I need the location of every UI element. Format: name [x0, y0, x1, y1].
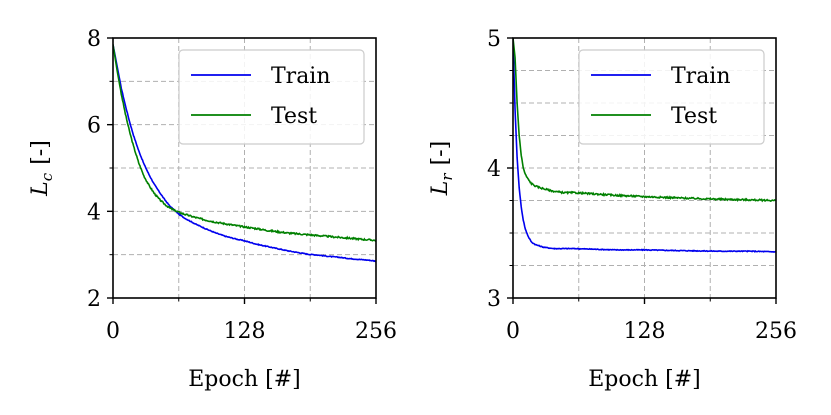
panel1-x-axis-label: Epoch [#] [188, 367, 300, 392]
panel1-legend-test-label: Test [271, 104, 317, 129]
panel1-series-test-line [113, 44, 376, 242]
panel1-y-axis-label-unit: [-] [28, 140, 53, 165]
panel2-legend-train-label: Train [671, 64, 731, 89]
panel1-y-tick-label: 6 [87, 114, 101, 139]
panel2-x-tick-label: 128 [624, 319, 666, 344]
panel1-y-axis-label-sub: c [38, 172, 56, 181]
panel1-x-tick-label: 256 [355, 319, 397, 344]
chart-panel-2: 0 128 256 3 4 5 Epoch [#] Lr [-] Train Test [428, 27, 797, 392]
panel1-y-tick-label: 4 [87, 200, 101, 225]
panel2-y-tick-label: 4 [487, 157, 501, 182]
panel1-y-axis-label: Lc [-] [28, 140, 56, 197]
panel2-series-test-line [513, 38, 776, 203]
panel1-legend-box [178, 49, 365, 145]
panel1-y-tick-label: 8 [87, 27, 101, 52]
panel2-series-train-line [513, 38, 776, 254]
panel1-y-tick-label: 2 [87, 287, 101, 312]
panel2-y-axis-label-sub: r [438, 173, 456, 181]
panel2-legend-test-label: Test [671, 104, 717, 129]
panel2-legend-box [578, 49, 765, 145]
panel2-x-axis-label: Epoch [#] [588, 367, 700, 392]
panel1-legend: Train Test [178, 49, 365, 145]
panel2-y-axis-label: Lr [-] [428, 141, 456, 196]
panel2-x-tick-label: 256 [755, 319, 797, 344]
panel2-y-tick-label: 5 [487, 27, 501, 52]
panel1-x-tick-label: 0 [106, 319, 120, 344]
panel1-y-axis-label-main: L [28, 181, 53, 197]
panel1-x-tick-label: 128 [224, 319, 266, 344]
panel2-y-axis-label-main: L [428, 181, 453, 197]
panel2-x-tick-label: 0 [506, 319, 520, 344]
panel2-y-tick-label: 3 [487, 287, 501, 312]
panel2-legend: Train Test [578, 49, 765, 145]
panel2-y-axis-label-unit: [-] [428, 141, 453, 166]
panel1-series-train-line [113, 44, 376, 263]
panel1-legend-train-label: Train [271, 64, 331, 89]
chart-panel-1: 0 128 256 2 4 6 8 Epoch [#] Lc [-] Train Test [28, 27, 397, 392]
